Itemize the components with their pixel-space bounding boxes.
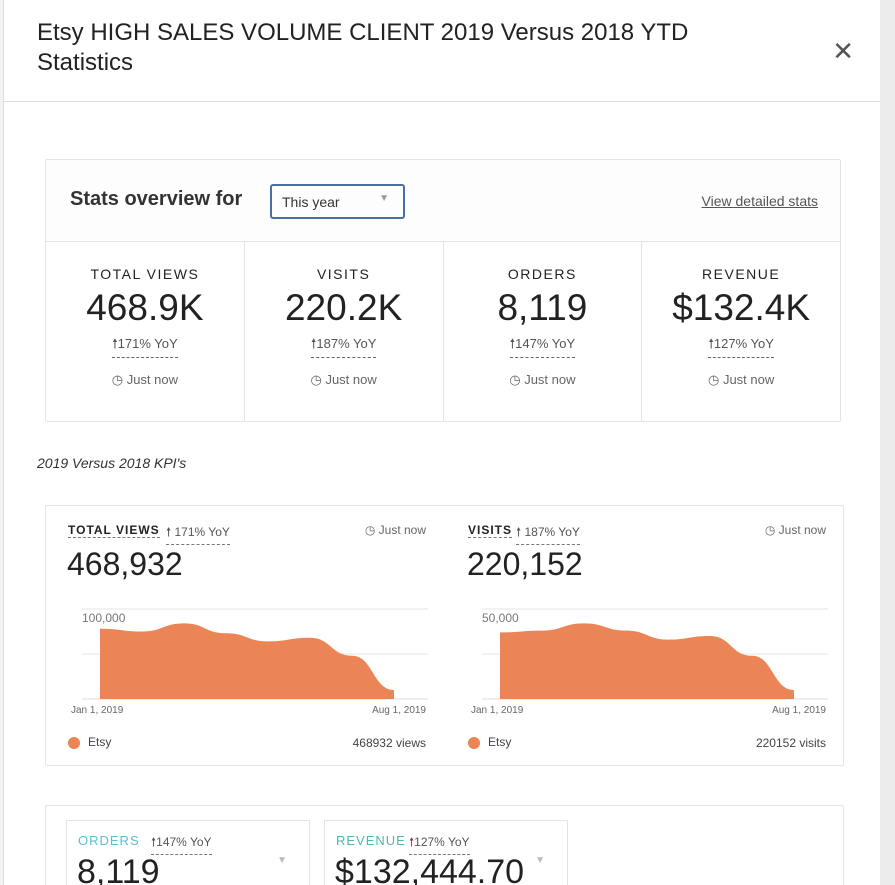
chart-yoy-text: 171% YoY [174, 525, 230, 539]
caret-down-icon: ▼ [379, 193, 389, 204]
area-chart: 100,000 Jan 1, 2019 Aug 1, 2019 [71, 608, 428, 716]
stats-overview-card: Stats overview for This year ▼ View detai… [45, 159, 841, 422]
close-icon[interactable]: ✕ [832, 36, 854, 66]
chart-time: ◷ Just now [365, 523, 426, 537]
stat-value: 468.9K [86, 287, 204, 328]
y-tick-label: 100,000 [82, 611, 126, 625]
stat-tile: REVENUE $132.4K 🠕127% YoY ◷ Just now [642, 242, 840, 422]
clock-icon: ◷ [707, 372, 720, 387]
period-select[interactable]: This year ▼ [270, 184, 405, 219]
x-tick-label: Aug 1, 2019 [372, 705, 426, 716]
stat-label: REVENUE [702, 266, 781, 282]
overview-label: Stats overview for [70, 188, 243, 210]
x-tick-label: Aug 1, 2019 [772, 705, 826, 716]
x-tick-label: Jan 1, 2019 [71, 705, 124, 716]
stat-label: ORDERS [507, 266, 577, 282]
chart-label[interactable]: TOTAL VIEWS [68, 523, 160, 538]
chart-label[interactable]: VISITS [468, 523, 513, 538]
stat-time-text: Just now [722, 372, 775, 387]
stat-value: 8,119 [497, 287, 588, 328]
metric-value: 8,119 [77, 853, 160, 885]
stat-tile: VISITS 220.2K 🠕187% YoY ◷ Just now [245, 242, 444, 422]
stat-time-text: Just now [325, 372, 377, 387]
stat-yoy[interactable]: 🠕171% YoY [112, 335, 178, 358]
clock-icon: ◷ [364, 523, 376, 537]
stat-yoy[interactable]: 🠕187% YoY [310, 335, 377, 358]
stat-time: ◷ Just now [642, 372, 840, 388]
stat-label: VISITS [316, 266, 371, 282]
legend-dot [68, 736, 80, 749]
view-detailed-stats-link[interactable]: View detailed stats [701, 193, 818, 209]
metric-yoy: 🠕147% YoY [151, 833, 212, 855]
chart-panel: TOTAL VIEWS 🠕 171% YoY ◷ Just now 468,93… [46, 506, 444, 766]
caret-down-icon[interactable]: ▼ [535, 855, 545, 866]
metric-label: ORDERS [78, 833, 140, 848]
area-series-etsy [500, 623, 794, 699]
stat-value: 220.2K [284, 287, 403, 328]
legend-dot [468, 736, 480, 749]
stat-yoy-text: 187% YoY [316, 336, 377, 351]
chart-total: 468932 views [352, 736, 426, 750]
metric-value: $132,444.70 [335, 853, 525, 885]
chart-value: 220,152 [467, 546, 583, 582]
metric-yoy-text: 127% YoY [414, 835, 470, 849]
stat-time: ◷ Just now [444, 372, 642, 388]
arrow-up-icon: 🠕 [509, 336, 516, 351]
clock-icon: ◷ [509, 372, 521, 387]
modal-header: Etsy HIGH SALES VOLUME CLIENT 2019 Versu… [4, 0, 880, 102]
chart-value: 468,932 [67, 546, 183, 582]
legend: Etsy [468, 735, 511, 749]
chart-time-text: Just now [778, 523, 826, 537]
caret-down-icon[interactable]: ▼ [277, 855, 287, 866]
chart-total: 220152 visits [755, 736, 826, 750]
area-series-etsy [100, 623, 394, 699]
bottom-metrics-card: ORDERS 🠕147% YoY 8,119 ▼ REVENUE 🠕127% Y… [45, 805, 844, 885]
stat-value: $132.4K [672, 287, 811, 328]
period-select-value: This year [282, 194, 340, 210]
metric-yoy: 🠕127% YoY [409, 833, 470, 855]
chart-time-text: Just now [378, 523, 426, 537]
charts-card: TOTAL VIEWS 🠕 171% YoY ◷ Just now 468,93… [45, 505, 844, 766]
clock-icon: ◷ [111, 372, 124, 387]
kpi-caption: 2019 Versus 2018 KPI's [37, 455, 187, 471]
chart-yoy[interactable]: 🠕 187% YoY [516, 523, 580, 545]
stat-time-text: Just now [126, 372, 179, 387]
chart-panel: VISITS 🠕 187% YoY ◷ Just now 220,152 50,… [446, 506, 844, 766]
stat-yoy[interactable]: 🠕147% YoY [509, 335, 576, 358]
metric-label: REVENUE [336, 833, 406, 848]
chart-time: ◷ Just now [765, 523, 826, 537]
stat-time-text: Just now [524, 372, 576, 387]
chart-yoy-text: 187% YoY [524, 525, 580, 539]
stat-tile: ORDERS 8,119 🠕147% YoY ◷ Just now [444, 242, 643, 422]
stat-time: ◷ Just now [46, 372, 244, 388]
metric-tile[interactable]: ORDERS 🠕147% YoY 8,119 ▼ [66, 820, 310, 885]
area-chart: 50,000 Jan 1, 2019 Aug 1, 2019 [471, 608, 828, 716]
metric-tile[interactable]: REVENUE 🠕127% YoY $132,444.70 ▼ [324, 820, 568, 885]
legend-label: Etsy [88, 735, 112, 749]
stat-yoy-text: 171% YoY [117, 336, 178, 351]
legend-label: Etsy [488, 735, 512, 749]
clock-icon: ◷ [310, 372, 322, 387]
stat-tile: TOTAL VIEWS 468.9K 🠕171% YoY ◷ Just now [46, 242, 245, 422]
stat-yoy[interactable]: 🠕127% YoY [708, 335, 774, 358]
arrow-up-icon: 🠕 [708, 336, 714, 351]
stat-yoy-text: 147% YoY [515, 336, 576, 351]
arrow-up-icon: 🠕 [310, 336, 317, 351]
metric-yoy-text: 147% YoY [156, 835, 212, 849]
x-tick-label: Jan 1, 2019 [471, 705, 524, 716]
stat-yoy-text: 127% YoY [713, 336, 774, 351]
stat-time: ◷ Just now [245, 372, 443, 388]
legend: Etsy [68, 735, 111, 749]
clock-icon: ◷ [764, 523, 776, 537]
arrow-up-icon: 🠕 [112, 336, 118, 351]
y-tick-label: 50,000 [482, 611, 519, 625]
chart-yoy[interactable]: 🠕 171% YoY [166, 523, 230, 545]
background-page [880, 0, 895, 885]
stat-label: TOTAL VIEWS [90, 266, 200, 282]
stats-modal: Etsy HIGH SALES VOLUME CLIENT 2019 Versu… [3, 0, 880, 885]
modal-title: Etsy HIGH SALES VOLUME CLIENT 2019 Versu… [37, 19, 689, 76]
